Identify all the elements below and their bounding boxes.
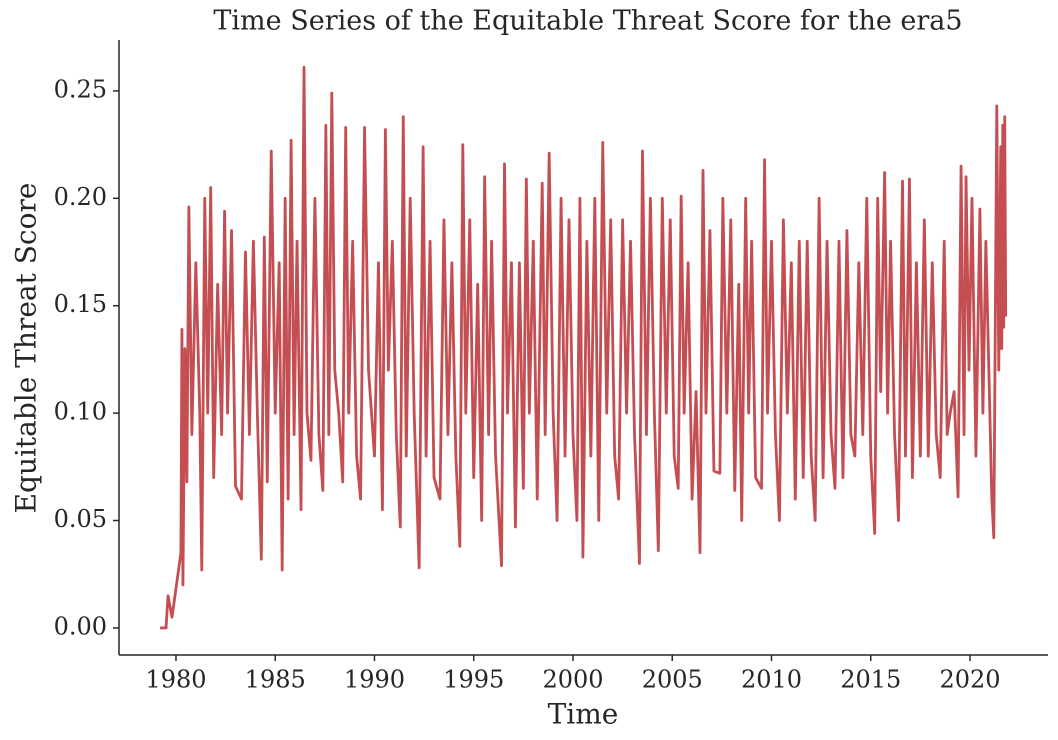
- x-tick-label: 2015: [840, 666, 901, 694]
- y-tick-label: 0.10: [54, 398, 107, 426]
- y-tick-label: 0.05: [54, 505, 107, 533]
- y-axis-label: Equitable Threat Score: [10, 183, 43, 514]
- x-tick-label: 2000: [542, 666, 603, 694]
- line-series: [160, 65, 1008, 630]
- x-tick-label: 1985: [245, 666, 306, 694]
- y-tick-label: 0.25: [54, 75, 107, 103]
- x-tick-label: 2020: [939, 666, 1000, 694]
- x-tick-label: 1980: [145, 666, 206, 694]
- chart-title: Time Series of the Equitable Threat Scor…: [213, 6, 962, 37]
- x-tick-label: 1995: [443, 666, 504, 694]
- y-tick-label: 0.15: [54, 290, 107, 318]
- y-tick-label: 0.20: [54, 183, 107, 211]
- x-tick-label: 2010: [741, 666, 802, 694]
- x-tick-label: 2005: [642, 666, 703, 694]
- x-axis-label: Time: [548, 698, 619, 731]
- y-tick-label: 0.00: [54, 612, 107, 640]
- x-tick-label: 1990: [344, 666, 405, 694]
